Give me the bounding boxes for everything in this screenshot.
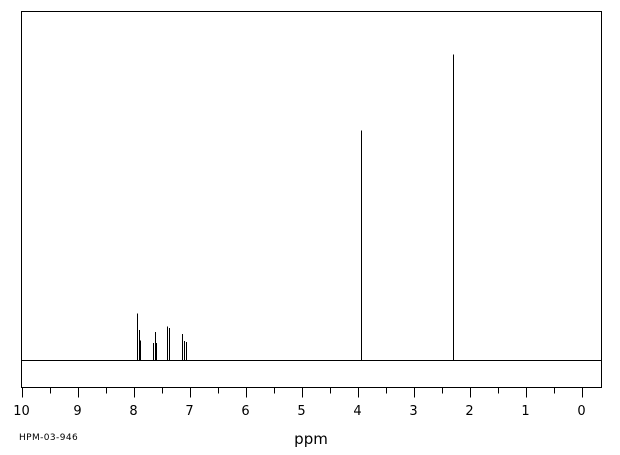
peak-trace-group: [137, 54, 454, 361]
axis-tick-label: 1: [521, 404, 529, 419]
axis-tick-label: 4: [353, 404, 361, 419]
axis-tick-label: 6: [241, 404, 249, 419]
plot-frame-border: [21, 11, 602, 388]
axis-tick-label: 2: [465, 404, 473, 419]
axis-tick-label: 7: [185, 404, 193, 419]
axis-tick-label-group: 10 9 8 7 6 5 4 3 2 1 0: [13, 404, 585, 419]
axis-tick-label: 8: [129, 404, 137, 419]
axis-tick-group: [22, 387, 583, 398]
axis-tick-label: 9: [73, 404, 81, 419]
axis-tick-label: 0: [577, 404, 585, 419]
axis-tick-label: 3: [409, 404, 417, 419]
sample-id-label: HPM-03-946: [19, 433, 78, 443]
axis-tick-label: 10: [13, 404, 30, 419]
x-axis-title: ppm: [294, 430, 328, 448]
axis-tick-label: 5: [297, 404, 305, 419]
